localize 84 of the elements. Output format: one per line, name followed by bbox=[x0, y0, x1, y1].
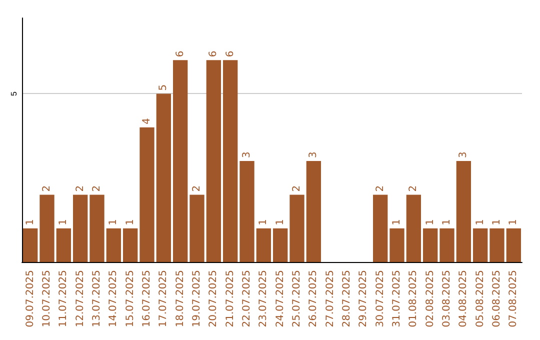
x-tick-label: 30.07.2025 bbox=[374, 270, 386, 328]
data-label: 1 bbox=[274, 218, 286, 226]
x-tick-label: 17.07.2025 bbox=[158, 270, 170, 328]
bar bbox=[473, 228, 488, 262]
bar bbox=[506, 228, 521, 262]
bar bbox=[40, 194, 54, 262]
x-tick-label: 03.08.2025 bbox=[442, 270, 452, 328]
bar bbox=[156, 94, 171, 262]
data-label: 2 bbox=[408, 185, 420, 192]
data-label: 3 bbox=[458, 152, 470, 158]
x-tick-label: 02.08.2025 bbox=[424, 270, 436, 328]
x-tick-label: 18.07.2025 bbox=[174, 270, 186, 328]
data-label: 2 bbox=[374, 185, 386, 192]
data-label: 1 bbox=[424, 218, 436, 226]
bar bbox=[406, 194, 421, 262]
x-tick-label: 22.07.2025 bbox=[242, 270, 252, 328]
data-label: 6 bbox=[224, 50, 236, 58]
x-tick-label: 29.07.2025 bbox=[358, 270, 370, 328]
bar bbox=[440, 228, 454, 262]
bar bbox=[273, 228, 288, 262]
data-label: 4 bbox=[142, 118, 152, 124]
x-tick-label: 28.07.2025 bbox=[342, 270, 352, 328]
bar bbox=[390, 228, 404, 262]
x-tick-label: 27.07.2025 bbox=[324, 270, 336, 328]
bar bbox=[23, 228, 38, 262]
x-tick-label: 07.08.2025 bbox=[508, 270, 520, 328]
data-label: 3 bbox=[308, 152, 320, 158]
x-tick-label: 06.08.2025 bbox=[492, 270, 502, 328]
bar bbox=[106, 228, 121, 262]
data-label: 1 bbox=[474, 218, 486, 226]
x-tick-label: 13.07.2025 bbox=[92, 270, 102, 328]
x-tick-label: 09.07.2025 bbox=[24, 270, 36, 328]
bar bbox=[240, 161, 254, 262]
x-tick-label: 26.07.2025 bbox=[308, 270, 320, 328]
x-tick-label: 15.07.2025 bbox=[124, 270, 136, 328]
data-label: 1 bbox=[258, 218, 270, 226]
bar bbox=[123, 228, 138, 262]
data-label: 1 bbox=[124, 218, 136, 226]
data-label: 5 bbox=[158, 84, 170, 91]
x-tick-label: 23.07.2025 bbox=[258, 270, 270, 328]
bar bbox=[223, 60, 238, 262]
x-tick-label: 21.07.2025 bbox=[224, 270, 236, 328]
x-tick-label: 19.07.2025 bbox=[192, 270, 202, 328]
data-label: 2 bbox=[42, 185, 52, 192]
data-label: 2 bbox=[92, 185, 102, 192]
data-label: 1 bbox=[508, 218, 520, 226]
bar bbox=[90, 194, 104, 262]
bar bbox=[140, 127, 154, 262]
data-label: 2 bbox=[292, 185, 302, 192]
bar bbox=[490, 228, 504, 262]
bar bbox=[306, 161, 321, 262]
bar bbox=[373, 194, 388, 262]
bar bbox=[256, 228, 271, 262]
data-label: 3 bbox=[242, 152, 252, 158]
bar bbox=[173, 60, 188, 262]
data-label: 1 bbox=[24, 218, 36, 226]
x-tick-label: 24.07.2025 bbox=[274, 270, 286, 328]
x-tick-label: 31.07.2025 bbox=[392, 270, 402, 328]
data-label: 1 bbox=[442, 218, 452, 226]
bar bbox=[423, 228, 438, 262]
x-tick-label: 16.07.2025 bbox=[142, 270, 152, 328]
x-tick-label: 11.07.2025 bbox=[58, 270, 70, 328]
data-label: 6 bbox=[174, 50, 186, 58]
bar bbox=[206, 60, 221, 262]
data-label: 6 bbox=[208, 50, 220, 58]
data-label: 1 bbox=[392, 218, 402, 226]
x-tick-label: 05.08.2025 bbox=[474, 270, 486, 328]
x-tick-label: 04.08.2025 bbox=[458, 270, 470, 328]
data-label: 1 bbox=[58, 218, 70, 226]
bar bbox=[456, 161, 471, 262]
bar bbox=[56, 228, 71, 262]
data-label: 1 bbox=[108, 218, 120, 226]
x-tick-label: 10.07.2025 bbox=[42, 270, 52, 328]
x-tick-label: 14.07.2025 bbox=[108, 270, 120, 328]
x-tick-label: 12.07.2025 bbox=[74, 270, 86, 328]
data-label: 2 bbox=[192, 185, 202, 192]
bar bbox=[290, 194, 304, 262]
x-tick-label: 20.07.2025 bbox=[208, 270, 220, 328]
x-tick-label: 25.07.2025 bbox=[292, 270, 302, 328]
bar bbox=[73, 194, 88, 262]
bar bbox=[190, 194, 204, 262]
data-label: 2 bbox=[74, 185, 86, 192]
data-label: 1 bbox=[492, 218, 502, 226]
x-tick-label: 01.08.2025 bbox=[408, 270, 420, 328]
